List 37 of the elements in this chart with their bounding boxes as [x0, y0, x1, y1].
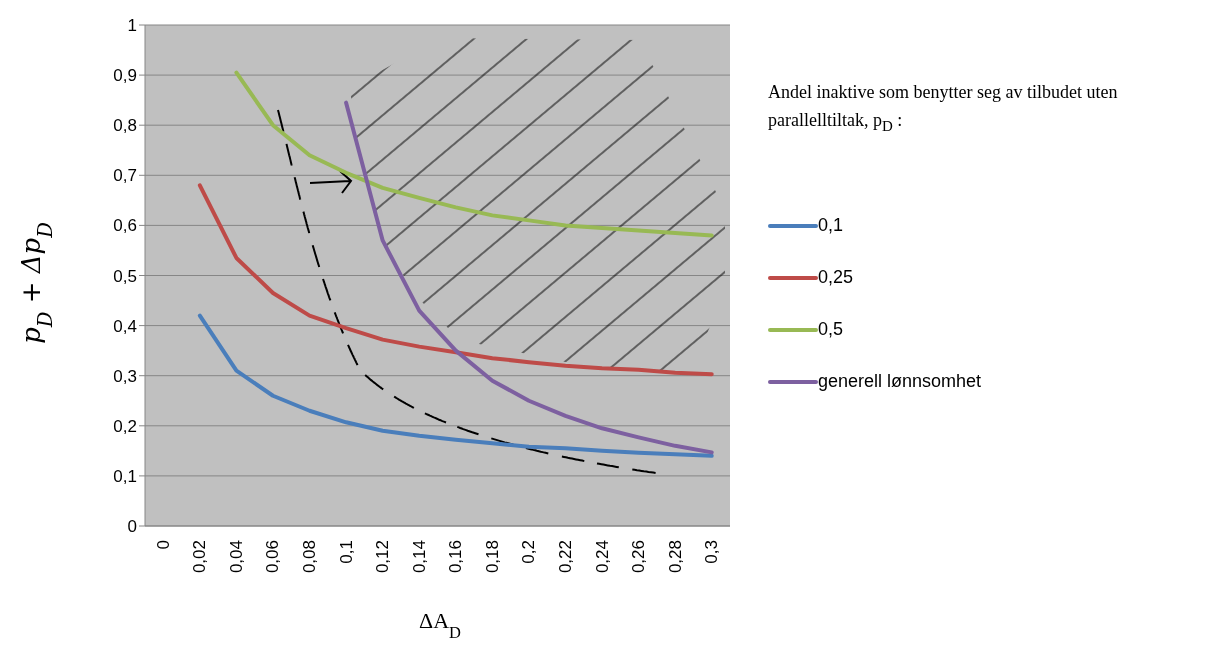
y-tick-label: 0,3 — [113, 366, 137, 386]
x-tick-label: 0,3 — [702, 540, 722, 564]
y-tick-label: 0,7 — [113, 166, 137, 186]
x-tick-label: 0,2 — [519, 540, 539, 564]
x-axis-title: ΔA$_{D}$ — [419, 608, 462, 642]
y-tick-label: 0,1 — [113, 466, 137, 486]
y-tick-label: 0 — [127, 517, 137, 537]
y-tick-label: 0,9 — [113, 66, 137, 86]
x-tick-label: 0,14 — [409, 540, 429, 574]
y-tick-label: 0,6 — [113, 216, 137, 236]
y-tick-label: 0,2 — [113, 416, 137, 436]
legend-label: 0,5 — [818, 319, 844, 341]
x-tick-label: 0,02 — [190, 540, 210, 574]
x-tick-label: 0,28 — [665, 540, 685, 574]
x-tick-label: 0,1 — [336, 540, 356, 564]
legend-label: generell lønnsomhet — [818, 371, 982, 393]
y-tick-label: 1 — [127, 16, 137, 36]
line-series — [234, 70, 714, 238]
y-tick-label: 0,5 — [113, 266, 137, 286]
x-tick-label: 0,12 — [373, 540, 393, 574]
line-series — [197, 313, 714, 458]
x-tick-label: 0,22 — [555, 540, 575, 574]
line-series — [197, 183, 714, 377]
x-tick-label: 0,06 — [263, 540, 283, 574]
line-series — [344, 100, 714, 455]
x-tick-label: 0 — [153, 540, 173, 550]
legend-label: 0,25 — [818, 267, 854, 289]
x-tick-label: 0,18 — [482, 540, 502, 574]
legend-label: 0,1 — [818, 215, 844, 237]
legend-title: Andel inaktive som benytter seg av tilbudet uten parallelltiltak, p$_{D}$ : — [768, 82, 1118, 134]
y-tick-label: 0,4 — [113, 316, 137, 336]
x-tick-label: 0,08 — [300, 540, 320, 574]
x-tick-label: 0,04 — [226, 540, 246, 574]
x-tick-label: 0,24 — [592, 540, 612, 574]
y-tick-label: 0,8 — [113, 116, 137, 136]
x-tick-label: 0,26 — [629, 540, 649, 574]
x-tick-label: 0,16 — [446, 540, 466, 574]
